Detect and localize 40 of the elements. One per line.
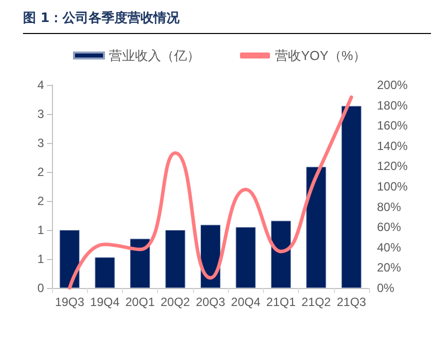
y2-tick-label: 60%: [377, 220, 402, 234]
y2-tick-label: 160%: [377, 118, 408, 133]
x-tick-label: 21Q2: [301, 295, 332, 309]
y-tick-label: 1: [37, 223, 44, 237]
chart-title: 图 1：公司各季度营收情况: [23, 9, 431, 34]
y2-tick-label: 140%: [377, 138, 408, 153]
y-tick-label: 2: [37, 194, 44, 208]
legend-label: 营收YOY（%）: [274, 48, 366, 63]
y-tick-label: 2: [37, 165, 44, 179]
x-tick-label: 21Q3: [336, 295, 366, 309]
y2-tick-label: 120%: [377, 159, 408, 174]
bar: [236, 227, 256, 288]
y2-tick-label: 200%: [377, 78, 408, 92]
bar: [60, 230, 80, 288]
x-tick-label: 20Q2: [160, 295, 190, 309]
bar: [341, 106, 362, 288]
x-tick-label: 20Q4: [231, 295, 261, 309]
x-tick-label: 20Q3: [196, 295, 226, 309]
y-tick-label: 4: [37, 78, 44, 92]
x-tick-label: 19Q3: [54, 295, 85, 309]
x-tick-label: 19Q4: [90, 295, 120, 309]
y2-tick-label: 180%: [377, 98, 408, 112]
y2-tick-label: 40%: [377, 240, 402, 254]
y2-tick-label: 80%: [377, 200, 402, 214]
y2-tick-label: 100%: [377, 180, 408, 194]
y2-tick-label: 20%: [377, 260, 402, 275]
line-series: [68, 95, 354, 290]
bar: [306, 166, 326, 288]
legend-label: 营业收入（亿）: [108, 48, 200, 63]
bar: [270, 220, 291, 288]
bar: [130, 238, 150, 288]
x-tick-label: 21Q1: [266, 295, 296, 309]
y2-tick-label: 0%: [377, 281, 395, 295]
bar: [165, 230, 186, 288]
y-tick-label: 1: [37, 252, 44, 266]
y-tick-label: 3: [37, 136, 44, 150]
bar: [94, 257, 115, 288]
y-tick-label: 3: [37, 107, 44, 121]
x-tick-label: 20Q1: [125, 295, 156, 309]
y-tick-label: 0: [37, 281, 44, 295]
